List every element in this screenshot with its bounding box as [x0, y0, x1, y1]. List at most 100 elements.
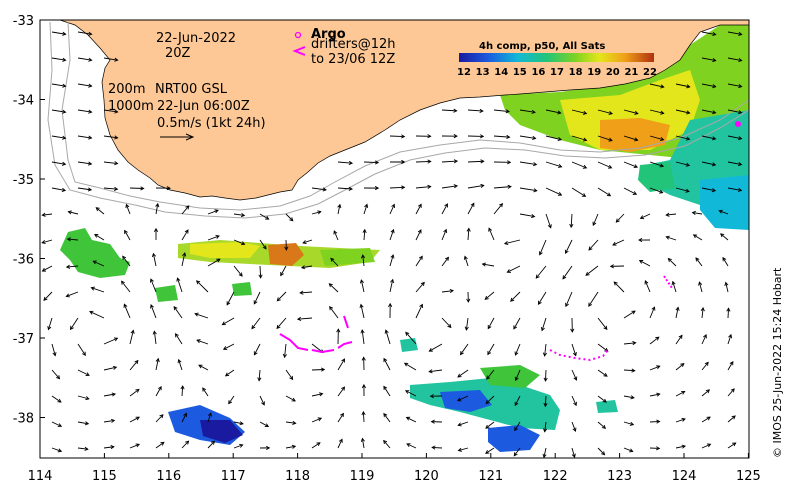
current-arrowhead — [262, 245, 267, 250]
sst-patch-w1 — [60, 228, 130, 278]
current-arrowhead — [151, 252, 157, 258]
current-arrow — [51, 161, 66, 165]
current-arrow — [701, 416, 711, 423]
current-arrowhead — [631, 310, 636, 315]
current-arrow — [103, 109, 118, 113]
current-arrow — [89, 311, 105, 319]
current-arrowhead — [510, 297, 515, 302]
current-arrow — [233, 213, 245, 216]
current-arrow — [441, 290, 454, 293]
current-arrow — [251, 317, 261, 329]
current-arrowhead — [588, 246, 593, 251]
current-arrow — [544, 395, 547, 407]
current-arrow — [514, 395, 521, 406]
current-arrow — [513, 447, 521, 456]
current-arrowhead — [488, 227, 493, 232]
current-arrow — [727, 415, 736, 423]
current-arrowhead — [384, 329, 389, 334]
current-arrowhead — [183, 412, 187, 417]
current-arrowhead — [85, 396, 90, 401]
current-arrow — [612, 239, 625, 246]
current-arrowhead — [428, 347, 433, 352]
current-arrowhead — [507, 184, 512, 189]
current-arrowhead — [333, 230, 338, 235]
current-arrowhead — [503, 241, 509, 246]
colorbar-tick-label: 19 — [587, 67, 601, 78]
current-arrow — [623, 421, 634, 426]
current-arrow — [597, 317, 608, 330]
current-arrowhead — [692, 234, 698, 239]
current-arrow — [94, 234, 105, 241]
current-arrowhead — [374, 186, 380, 191]
current-arrow — [701, 109, 716, 114]
current-arrow — [539, 239, 547, 255]
sst-patch-s2 — [488, 425, 540, 452]
current-arrowhead — [135, 388, 140, 393]
current-arrowhead — [41, 267, 46, 272]
current-arrowhead — [540, 326, 545, 332]
current-arrowhead — [114, 57, 119, 62]
current-arrow — [51, 421, 62, 427]
current-arrow — [124, 230, 131, 241]
current-arrow — [51, 109, 66, 113]
current-arrowhead — [466, 227, 471, 232]
current-arrowhead — [463, 255, 468, 260]
current-arrow — [720, 233, 729, 241]
speed-scale-arrowhead — [185, 133, 195, 141]
current-arrowhead — [82, 351, 86, 357]
current-arrowhead — [572, 352, 577, 357]
drifter-legend-label: drifters@12h — [311, 37, 396, 52]
current-arrowhead — [585, 271, 590, 276]
current-arrow — [597, 369, 608, 377]
current-arrow — [51, 83, 66, 87]
current-arrowhead — [737, 187, 743, 192]
current-arrow — [571, 343, 577, 356]
current-arrow — [441, 160, 458, 163]
current-arrow — [571, 447, 576, 458]
current-arrowhead — [110, 418, 116, 423]
current-arrow — [285, 213, 294, 222]
current-arrowhead — [632, 341, 637, 346]
current-arrowhead — [292, 420, 297, 425]
current-arrow — [253, 291, 261, 305]
current-arrow — [597, 395, 607, 403]
current-arrow — [432, 446, 443, 449]
current-arrowhead — [480, 159, 485, 164]
current-arrowhead — [65, 264, 71, 269]
current-arrowhead — [341, 386, 346, 391]
current-arrow — [362, 255, 365, 267]
current-arrow — [207, 412, 212, 423]
drifter-legend-icon — [292, 46, 306, 56]
current-arrow — [51, 187, 66, 191]
current-arrowhead — [383, 412, 388, 418]
current-arrow — [311, 442, 321, 449]
current-arrow — [51, 395, 62, 403]
current-arrow — [198, 364, 209, 371]
current-arrowhead — [660, 84, 665, 89]
current-arrow — [597, 109, 613, 115]
current-arrow — [363, 229, 366, 241]
current-arrowhead — [557, 192, 563, 196]
current-arrow — [276, 291, 287, 302]
current-arrow — [464, 256, 469, 267]
current-arrowhead — [388, 302, 393, 308]
current-arrowhead — [712, 110, 717, 115]
current-arrow — [77, 109, 92, 113]
current-arrow — [675, 135, 690, 140]
current-arrowhead — [417, 203, 422, 208]
current-arrowhead — [202, 387, 207, 392]
current-arrowhead — [665, 212, 670, 217]
current-arrowhead — [681, 444, 687, 449]
current-arrowhead — [57, 398, 62, 403]
current-arrow — [623, 310, 636, 319]
current-arrowhead — [336, 328, 341, 333]
current-arrow — [103, 393, 116, 397]
current-arrowhead — [329, 305, 334, 311]
current-arrowhead — [514, 401, 519, 407]
current-arrowhead — [348, 160, 354, 165]
current-arrow — [383, 413, 391, 423]
current-arrowhead — [194, 312, 199, 317]
current-arrowhead — [513, 325, 518, 330]
current-arrow — [493, 109, 510, 113]
current-arrowhead — [341, 358, 346, 363]
